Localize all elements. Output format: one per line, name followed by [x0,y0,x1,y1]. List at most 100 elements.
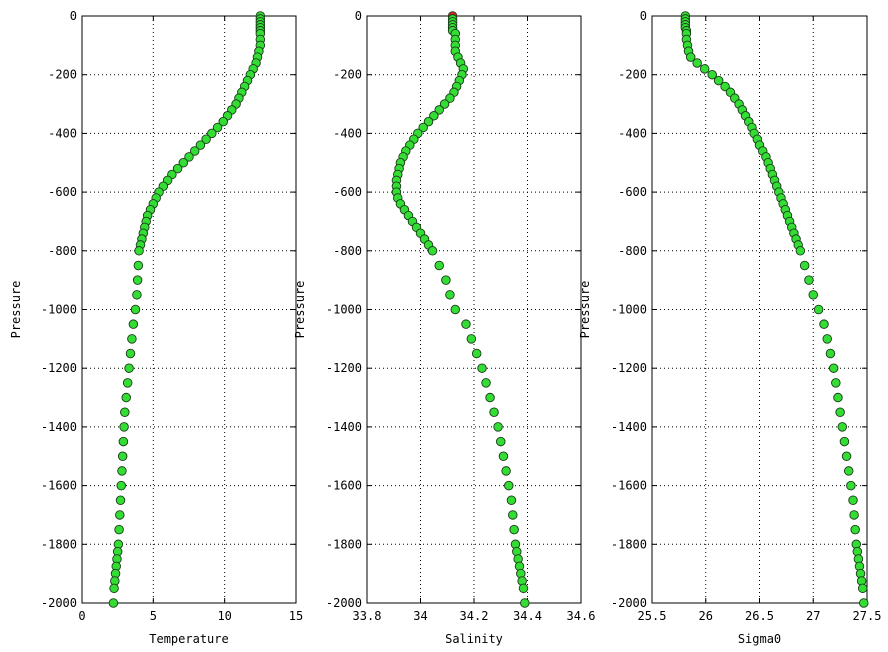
x-tick-label: 33.8 [353,609,382,623]
data-point [218,116,228,127]
y-tick-label: -400 [333,126,362,140]
data-point [509,524,519,535]
data-point [445,290,455,300]
data-point [835,407,845,417]
x-tick-label: 5 [150,609,157,623]
data-point [127,334,137,344]
data-point [120,407,130,417]
data-point [132,275,143,285]
x-tick-label: 34.2 [460,609,489,623]
x-tick-label: 10 [217,609,231,623]
y-tick-label: -2000 [611,596,647,610]
x-tick-label: 34.6 [567,609,596,623]
x-tick-label: 34.4 [513,609,542,623]
data-point [485,392,495,403]
data-point [520,598,530,608]
y-tick-label: -1600 [41,479,77,493]
data-point [118,436,129,447]
x-axis-label: Sigma0 [738,632,781,646]
data-point [839,436,850,447]
data-point [477,363,487,373]
data-point [841,451,852,462]
data-point [707,69,717,80]
data-point [508,510,518,520]
data-point [130,304,141,315]
y-tick-label: -200 [618,68,647,82]
data-point [692,58,702,68]
data-point [114,524,124,535]
data-point [506,495,517,506]
data-point [825,348,836,359]
data-point [439,99,450,109]
data-point [843,466,854,476]
data-point [857,583,868,594]
x-tick-label: 15 [289,609,303,623]
data-point [109,583,119,594]
data-point [501,466,511,476]
data-point [189,146,200,156]
data-point [504,480,514,491]
y-tick-label: -600 [48,185,77,199]
y-axis-label: Pressure [293,281,307,339]
x-tick-label: 27 [806,609,820,623]
data-point [172,163,183,174]
data-point [848,495,858,506]
y-tick-label: -800 [48,244,77,258]
y-tick-label: -1000 [41,303,77,317]
x-axis-label: Salinity [445,632,503,646]
y-axis-label: Pressure [578,281,592,339]
data-point [493,422,503,432]
chart-panel-1: 0 5 10 15 0 -200 -400 -600 -800 -1000 -1200 -1400 -1… [9,9,303,646]
y-axis-label: Pressure [9,281,23,339]
data-point [850,524,860,535]
data-point [846,480,856,491]
data-point [207,128,217,139]
y-tick-label: -1200 [41,361,77,375]
data-point [685,52,696,62]
y-tick-label: -1800 [41,537,77,551]
data-point [133,260,144,271]
data-point [496,436,506,447]
data-point [128,319,139,329]
y-tick-label: -1400 [611,420,647,434]
data-point [134,246,144,256]
data-point [201,134,211,145]
y-tick-label: 0 [355,9,362,23]
data-point [833,392,843,403]
data-point [831,378,841,388]
data-point [489,407,499,417]
data-point [178,157,189,168]
data-point [795,246,806,256]
data-point [212,122,223,133]
data-point [808,290,819,300]
data-point [498,451,509,462]
data-point [108,598,119,608]
data-point [195,140,206,150]
data-point [122,378,133,388]
data-point [822,334,832,344]
y-tick-label: -1800 [326,537,362,551]
data-point [117,451,128,462]
x-tick-label: 27.5 [853,609,882,623]
data-point [699,64,710,74]
y-tick-label: -2000 [41,596,77,610]
data-point [461,319,471,329]
y-tick-label: -2000 [326,596,362,610]
x-tick-label: 26.5 [745,609,774,623]
data-point [125,348,136,359]
data-point [184,152,194,162]
data-point [819,319,829,329]
y-tick-label: -400 [618,126,647,140]
data-point [471,348,482,359]
x-axis-label: Temperature [149,632,228,646]
x-tick-label: 34 [413,609,427,623]
data-point [115,495,126,506]
data-point [445,93,455,103]
y-tick-label: -1000 [326,303,362,317]
y-tick-label: -200 [48,68,77,82]
y-tick-label: -1200 [326,361,362,375]
data-point [450,304,461,315]
data-point [518,583,529,594]
x-tick-label: 25.5 [638,609,667,623]
